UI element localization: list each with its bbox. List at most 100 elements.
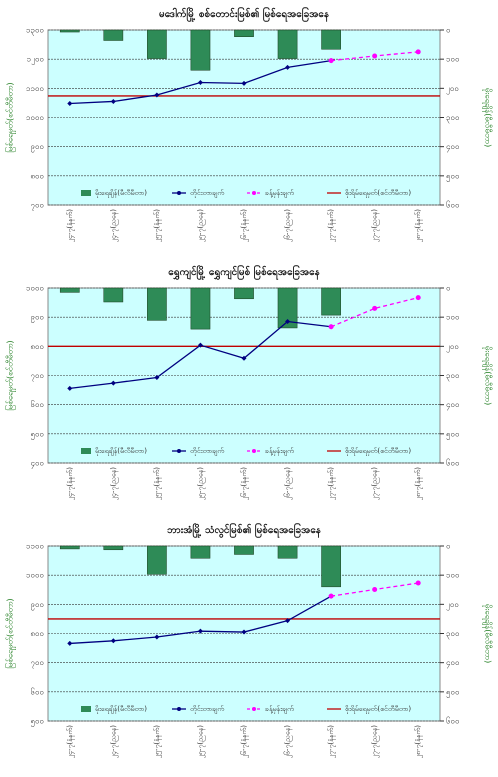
y2-tick-label: ၃၀၀: [446, 629, 460, 640]
y2-tick-label: ၆၀၀: [446, 200, 460, 210]
legend-marker: [252, 707, 256, 711]
legend-label: တိုင်းတာချက်: [190, 447, 225, 456]
x-tick-label: ၂၈-၇(နံနက်): [414, 467, 423, 502]
chart-title: မဒေါက်မြို့ စစ်တောင်းမြစ်၏ မြစ်ရေအခြေအနေ: [159, 6, 329, 23]
y2-tick-label: ၂၀၀: [446, 600, 459, 611]
x-tick-label: ၂၇-၇(ညနေ): [371, 467, 380, 502]
y-axis-title: မြစ်ရေမှတ်(စင်တီမီတာ): [5, 598, 17, 668]
legend-marker: [177, 707, 181, 711]
legend-marker: [177, 449, 181, 453]
y2-tick-label: ၄၀၀: [446, 142, 460, 153]
y-tick-label: ၈၀၀: [30, 342, 44, 351]
y-tick-label: ၁၀၀၀: [26, 571, 44, 580]
x-tick-label: ၂၄-၇(ညနေ): [109, 725, 118, 760]
x-tick-label: ၂၅-၇(နံနက်): [153, 467, 162, 502]
rain-bar: [234, 545, 254, 555]
x-tick-label: ၂၅-၇(ညနေ): [196, 209, 205, 244]
legend-label: တိုင်းတာချက်: [190, 189, 225, 198]
x-tick-label: ၂၄-၇(နံနက်): [66, 725, 75, 760]
y2-tick-label: ၁၀၀: [446, 313, 460, 322]
rain-bar: [190, 545, 211, 559]
y-tick-label: ၇၀၀: [31, 658, 45, 669]
rain-bar: [147, 287, 167, 321]
y-axis-title: မြစ်ရေမှတ်(စင်တီမီတာ): [5, 82, 17, 152]
legend-label: မိုးရေချိန်(မီလီမီတာ): [95, 189, 147, 198]
y-tick-label: ၄၀၀: [31, 459, 45, 470]
x-tick-label: ၂၆-၇(နံနက်): [240, 209, 249, 244]
level-line: [330, 296, 419, 328]
y2-tick-label: ၀: [446, 26, 451, 35]
y2-tick-label: ၀: [446, 542, 451, 551]
y-tick-label: ၁၁၀၀: [26, 84, 44, 93]
legend-label: စိုးရိမ်ရေမှတ်(စင်တီမီတာ): [345, 705, 411, 714]
y-tick-label: ၇၀၀: [31, 371, 45, 382]
y-axis-title: မြစ်ရေမှတ်(စင်တီမီတာ): [5, 340, 17, 410]
x-tick-label: ၂၅-၇(နံနက်): [153, 725, 162, 760]
x-tick-label: ၂၄-၇(ညနေ): [109, 467, 118, 502]
observed-point: [110, 380, 116, 386]
legend-swatch: [81, 706, 91, 712]
observed-point: [197, 80, 203, 85]
x-tick-label: ၂၅-၇(နံနက်): [153, 209, 162, 244]
chart: ဘားအံမြို့ သံလွင်မြစ်၏ မြစ်ရေအခြေအနေ၅၀၀၆…: [5, 522, 494, 760]
rain-bar: [190, 29, 211, 71]
legend-label: မိုးရေချိန်(မီလီမီတာ): [95, 447, 147, 456]
rain-bar: [147, 29, 167, 59]
y2-tick-label: ၆၀၀: [446, 716, 460, 726]
y2-tick-label: ၃၀၀: [446, 113, 460, 124]
x-tick-label: ၂၇-၇(ညနေ): [371, 209, 380, 244]
x-tick-label: ၂၆-၇(ညနေ): [284, 467, 293, 502]
chart: ရွှေကျင်မြို့ ရွှေကျင်မြစ် မြစ်ရေအခြေအနေ…: [5, 264, 494, 502]
y-tick-label: ၈၀၀: [30, 629, 44, 638]
forecast-point: [328, 58, 334, 64]
rain-bar: [277, 545, 298, 559]
legend-label: မိုးရေချိန်(မီလီမီတာ): [95, 705, 147, 714]
observed-point: [154, 92, 160, 98]
x-tick-label: ၂၆-၇(နံနက်): [240, 467, 249, 502]
observed-point: [241, 355, 247, 361]
y-tick-label: ၁၀၀၀: [26, 113, 44, 122]
y2-tick-label: ၅၀၀: [446, 687, 460, 698]
y2-axis-title: မိုးရေချိန်(မီလီမီတာ): [482, 604, 494, 663]
forecast-point: [328, 593, 334, 599]
y-tick-label: ၁၀၀၀: [26, 284, 44, 293]
forecast-point: [415, 49, 421, 55]
rain-bar: [321, 545, 341, 588]
y-tick-label: ၅၀၀: [31, 717, 45, 728]
y-tick-label: ၉၀၀: [31, 142, 45, 153]
rain-bar: [147, 545, 167, 575]
y2-tick-label: ၄၀၀: [446, 400, 460, 411]
observed-point: [67, 640, 73, 646]
legend-marker: [252, 191, 256, 195]
x-tick-label: ၂၈-၇(နံနက်): [414, 725, 423, 760]
observed-point: [285, 319, 291, 325]
rain-bar: [103, 29, 124, 41]
rain-bar: [59, 545, 80, 550]
rain-bar: [321, 287, 341, 316]
x-tick-label: ၂၆-၇(ညနေ): [284, 725, 293, 760]
chart-title: ဘားအံမြို့ သံလွင်မြစ်၏ မြစ်ရေအခြေအနေ: [167, 522, 321, 539]
forecast-point: [372, 586, 378, 592]
y2-tick-label: ၀: [446, 284, 451, 293]
observed-point: [67, 101, 73, 106]
y-tick-label: ၁၁၀၀: [26, 542, 44, 551]
observed-point: [154, 375, 160, 381]
y2-tick-label: ၁၀၀: [446, 55, 460, 64]
legend-label: ခန့်မှန်းချက်: [265, 189, 294, 198]
rain-bar: [321, 29, 341, 50]
legend-label: ခန့်မှန်းချက်: [265, 447, 294, 456]
y-tick-label: ၇၀၀: [31, 201, 45, 212]
y2-axis-title: မိုးရေချိန်(မီလီမီတာ): [482, 346, 494, 405]
y2-tick-label: ၆၀၀: [446, 458, 460, 468]
rain-bar: [234, 287, 254, 300]
legend-swatch: [81, 448, 91, 454]
y-tick-label: ၉၀၀: [31, 600, 45, 611]
rain-bar: [103, 287, 124, 303]
x-tick-label: ၂၇-၇(နံနက်): [327, 209, 336, 244]
legend-marker: [177, 191, 181, 195]
observed-point: [110, 98, 116, 104]
x-tick-label: ၂၆-၇(နံနက်): [240, 725, 249, 760]
legend-label: ခန့်မှန်းချက်: [265, 705, 294, 714]
